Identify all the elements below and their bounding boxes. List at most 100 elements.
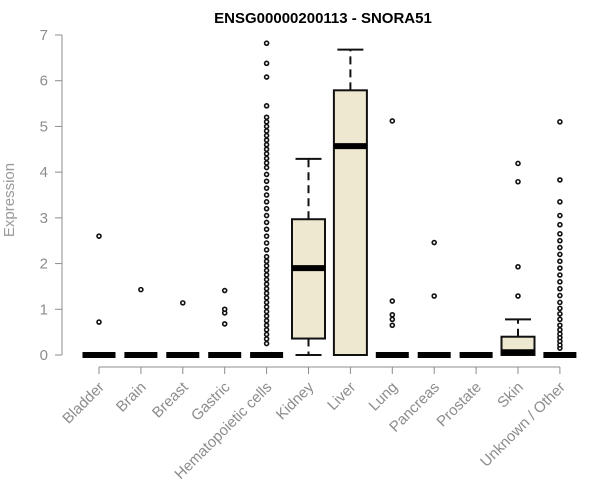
x-tick-label: Skin — [494, 379, 527, 412]
y-tick-label: 3 — [40, 210, 48, 227]
outlier-point — [263, 137, 270, 143]
outlier-point — [515, 178, 521, 185]
outlier-point — [263, 146, 270, 153]
outlier-point — [557, 305, 563, 312]
outlier-point — [557, 212, 563, 219]
y-tick-label: 1 — [40, 301, 48, 318]
outlier-point — [557, 299, 563, 306]
outlier-point — [263, 327, 270, 333]
outlier-point — [263, 123, 270, 130]
outlier-point — [263, 155, 270, 162]
outlier-point — [263, 60, 270, 67]
outlier-point — [263, 336, 270, 342]
x-tick-label: Prostate — [433, 379, 485, 431]
x-tick-label: Bladder — [59, 379, 108, 428]
outlier-point — [263, 340, 270, 347]
outlier-point — [263, 114, 270, 121]
outlier-point — [263, 299, 270, 306]
box-group — [124, 286, 158, 358]
outlier-point — [263, 253, 270, 260]
outlier-point — [263, 290, 270, 297]
y-axis-label: Expression — [1, 163, 18, 237]
outlier-point — [263, 285, 270, 292]
outlier-point — [263, 276, 270, 283]
box-group — [543, 119, 577, 358]
outlier-point — [557, 199, 563, 205]
outlier-point — [263, 267, 270, 274]
outlier-point — [389, 118, 396, 124]
box-group — [375, 118, 409, 358]
outlier-point — [557, 177, 563, 183]
y-tick-label: 6 — [40, 73, 48, 90]
outlier-point — [431, 239, 438, 246]
outlier-point — [557, 119, 563, 125]
outlier-point — [557, 327, 563, 333]
y-tick-label: 4 — [40, 164, 48, 181]
outlier-point — [138, 286, 144, 293]
box-group — [332, 48, 368, 356]
box — [291, 218, 326, 340]
x-tick-label: Kidney — [273, 378, 318, 423]
outlier-point — [263, 160, 270, 166]
x-tick-label: Breast — [149, 378, 192, 421]
outlier-point — [389, 311, 396, 318]
outlier-point — [263, 74, 270, 80]
outlier-point — [515, 160, 521, 167]
outlier-point — [557, 285, 563, 292]
outlier-point — [263, 258, 270, 265]
y-axis: 0 1 2 3 4 5 6 7 — [40, 27, 63, 364]
outlier-point — [263, 240, 270, 246]
outlier-point — [263, 40, 270, 47]
outlier-point — [263, 233, 270, 239]
outlier-point — [263, 151, 270, 157]
box-group — [166, 300, 200, 358]
outlier-point — [557, 251, 563, 258]
box-group — [417, 239, 451, 358]
box-group — [208, 287, 242, 358]
outlier-point — [557, 258, 563, 265]
outlier-point — [557, 292, 563, 299]
chart-title: ENSG00000200113 - SNORA51 — [214, 10, 432, 27]
outlier-point — [263, 185, 270, 191]
outlier-point — [263, 119, 270, 125]
outlier-point — [557, 279, 563, 285]
outlier-point — [557, 244, 563, 251]
y-tick-label: 7 — [40, 27, 48, 44]
x-tick-label: Liver — [324, 379, 359, 414]
outlier-point — [557, 237, 563, 244]
outlier-point — [515, 293, 521, 299]
x-tick-label: Lung — [366, 379, 402, 415]
box — [332, 89, 368, 356]
outlier-point — [263, 164, 270, 171]
outlier-point — [263, 205, 270, 212]
box-group — [291, 157, 326, 356]
outlier-point — [263, 331, 270, 338]
outlier-point — [96, 233, 102, 239]
y-tick-label: 0 — [40, 347, 48, 364]
outlier-point — [431, 293, 438, 299]
outlier-point — [263, 132, 270, 139]
x-tick-label: Brain — [113, 379, 150, 416]
outlier-point — [263, 219, 270, 226]
outlier-point — [263, 304, 270, 310]
outlier-point — [221, 306, 228, 313]
outlier-point — [263, 103, 270, 109]
outlier-point — [263, 263, 270, 269]
outlier-point — [263, 192, 270, 198]
outlier-point — [263, 272, 270, 278]
plot-area — [82, 40, 577, 358]
box-group — [250, 40, 284, 358]
outlier-point — [557, 221, 563, 228]
outlier-point — [557, 272, 563, 278]
outlier-point — [263, 247, 270, 253]
outlier-point — [557, 311, 563, 317]
outlier-point — [263, 281, 270, 287]
outlier-point — [263, 128, 270, 134]
outlier-point — [263, 199, 270, 205]
outlier-point — [263, 308, 270, 315]
outlier-point — [557, 316, 563, 323]
y-tick-label: 5 — [40, 118, 48, 135]
outlier-point — [263, 317, 270, 324]
